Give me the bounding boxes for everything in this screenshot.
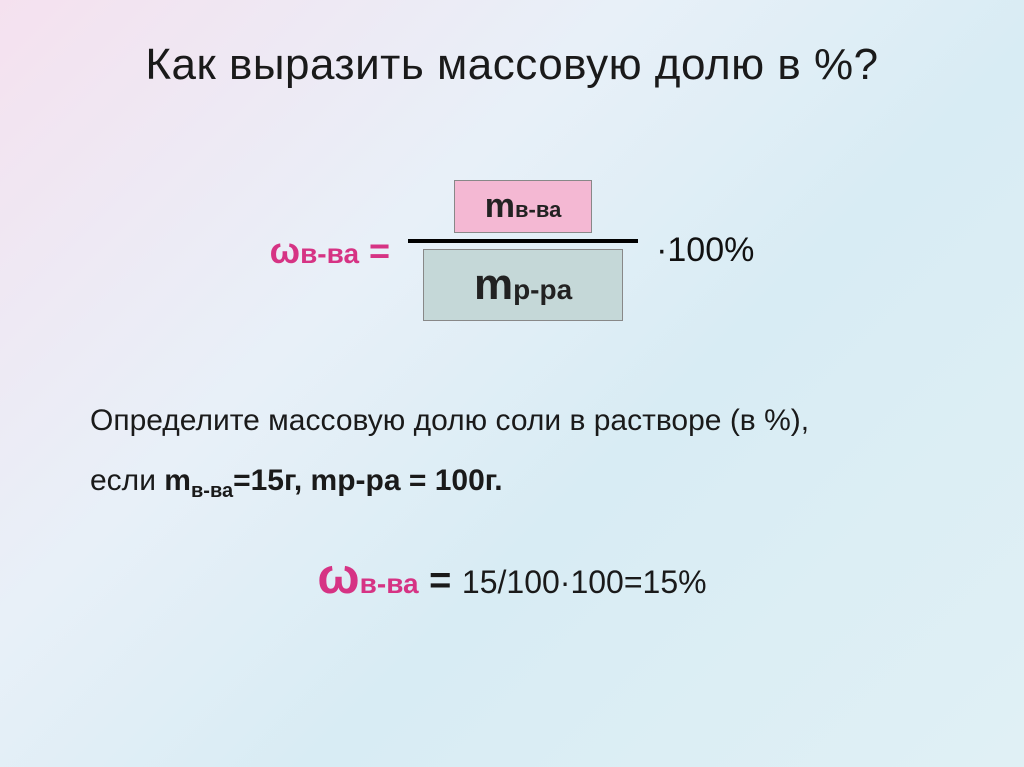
numerator-symbol: m — [485, 187, 515, 225]
numerator-subscript: в-ва — [515, 197, 561, 222]
fraction-line — [408, 239, 638, 243]
equals-sign: = — [359, 230, 390, 271]
answer-line: ωв-ва = 15/100·100=15% — [60, 547, 964, 605]
denominator-box: mр-ра — [423, 249, 623, 321]
answer-omega: ω — [317, 548, 359, 604]
omega-subscript: в-ва — [300, 238, 359, 269]
m1-subscript: в-ва — [191, 480, 233, 502]
answer-omega-sub: в-ва — [360, 568, 419, 599]
problem-line2-prefix: если — [90, 464, 164, 497]
answer-calc: 15/100·100=15% — [462, 564, 707, 600]
formula-lhs: ωв-ва = — [270, 230, 390, 272]
answer-equals: = — [419, 560, 462, 602]
m1-symbol: m — [164, 464, 191, 497]
denominator-subscript: р-ра — [513, 274, 572, 305]
slide-title: Как выразить массовую долю в %? — [60, 40, 964, 90]
problem-statement: Определите массовую долю соли в растворе… — [90, 391, 934, 511]
slide-container: Как выразить массовую долю в %? ωв-ва = … — [0, 0, 1024, 767]
main-formula: ωв-ва = mв-ва mр-ра ·100% — [60, 180, 964, 321]
numerator-box: mв-ва — [454, 180, 593, 233]
problem-line1: Определите массовую долю соли в растворе… — [90, 404, 809, 437]
fraction: mв-ва mр-ра — [408, 180, 638, 321]
m2-value: mр-ра = 100г. — [311, 464, 503, 497]
denominator-symbol: m — [474, 260, 513, 309]
omega-symbol: ω — [270, 230, 300, 271]
times-100-percent: ·100% — [656, 231, 754, 270]
m1-value: =15г, — [233, 464, 310, 497]
